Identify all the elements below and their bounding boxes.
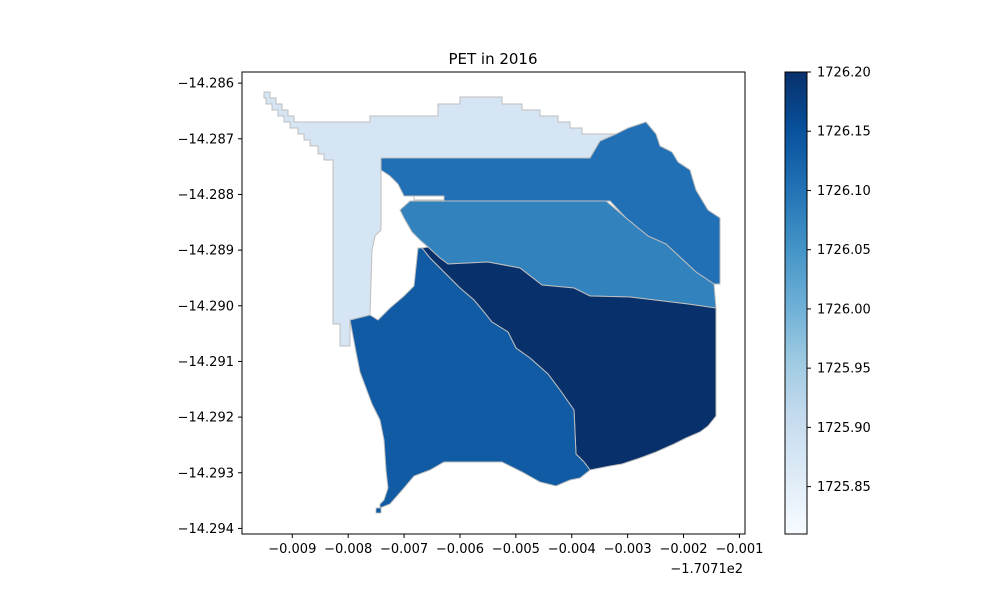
y-tick-label: −14.289 bbox=[178, 244, 234, 259]
colorbar-tick-label: 1726.15 bbox=[817, 125, 871, 140]
plot-frame bbox=[241, 71, 746, 535]
y-tick-label: −14.290 bbox=[178, 299, 234, 314]
x-tick-label: −0.009 bbox=[268, 542, 316, 557]
x-tick-label: −0.006 bbox=[436, 542, 484, 557]
colorbar-tick-label: 1725.90 bbox=[817, 421, 871, 436]
x-tick-label: −0.007 bbox=[380, 542, 428, 557]
x-tick-label: −0.005 bbox=[492, 542, 540, 557]
y-tick-label: −14.287 bbox=[178, 132, 234, 147]
colorbar-tick-label: 1726.10 bbox=[817, 184, 871, 199]
colorbar-tick-label: 1726.20 bbox=[817, 66, 871, 81]
colorbar-tick-label: 1725.85 bbox=[817, 480, 871, 495]
y-axis: −14.286 −14.287 −14.288 −14.289 −14.290 −14.2… bbox=[178, 77, 242, 537]
y-tick-label: −14.288 bbox=[178, 188, 234, 203]
y-tick-label: −14.292 bbox=[178, 411, 234, 426]
region-gap bbox=[413, 195, 445, 201]
x-tick-label: −0.008 bbox=[324, 542, 372, 557]
x-tick-label: −0.004 bbox=[548, 542, 596, 557]
map-title: PET in 2016 bbox=[448, 50, 537, 68]
region-pixel bbox=[375, 507, 382, 514]
region-southwest bbox=[349, 247, 591, 509]
x-offset-label: −1.7071e2 bbox=[670, 562, 743, 577]
x-tick-label: −0.003 bbox=[604, 542, 652, 557]
x-tick-label: −0.002 bbox=[659, 542, 707, 557]
y-tick-label: −14.291 bbox=[178, 355, 234, 370]
colorbar-tick-label: 1726.00 bbox=[817, 302, 871, 317]
x-axis: −0.009 −0.008 −0.007 −0.006 −0.005 −0.004 −0.0… bbox=[268, 534, 763, 557]
x-tick-label: −0.001 bbox=[715, 542, 763, 557]
colorbar-axis: 1725.85 1725.90 1725.95 1726.00 1726.05 1726.… bbox=[807, 66, 871, 495]
colorbar-tick-label: 1726.05 bbox=[817, 243, 871, 258]
map-regions bbox=[263, 91, 721, 514]
y-tick-label: −14.286 bbox=[178, 77, 234, 92]
y-tick-label: −14.294 bbox=[178, 522, 234, 537]
region-northeast bbox=[380, 121, 721, 285]
colorbar bbox=[784, 71, 808, 535]
colorbar-tick-label: 1725.95 bbox=[817, 362, 871, 377]
y-tick-label: −14.293 bbox=[178, 466, 234, 481]
